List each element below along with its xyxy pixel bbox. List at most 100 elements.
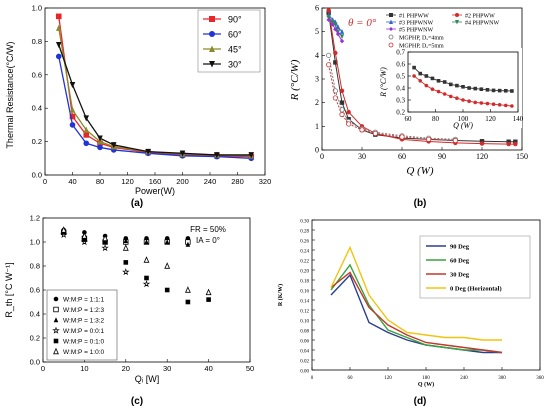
y-tick-label: 0.14 — [300, 300, 309, 305]
y-tick-label: 0.2 — [396, 109, 405, 117]
data-point — [143, 256, 150, 263]
data-point — [479, 139, 485, 144]
legend-label: MGPHP, Dₐ=5mm — [399, 44, 444, 50]
data-point — [206, 297, 211, 302]
x-tick-label: 300 — [498, 376, 506, 381]
legend-marker — [209, 45, 215, 52]
legend-label: 30° — [228, 60, 242, 70]
data-point — [142, 280, 151, 288]
legend-box — [46, 289, 118, 361]
y-tick-label: 0.5 — [396, 73, 405, 81]
x-tick-label: 0 — [43, 177, 47, 186]
data-point — [248, 152, 255, 159]
series-2 — [330, 271, 503, 354]
legend-marker — [209, 16, 215, 22]
x-axis-label: Q (W) — [418, 381, 434, 388]
x-tick-label: 120 — [476, 152, 488, 161]
data-point — [335, 31, 341, 37]
series-line — [330, 273, 502, 354]
data-point — [185, 241, 191, 247]
data-point — [455, 96, 459, 100]
data-point — [69, 122, 76, 128]
legend-label: W:M:P = 0:0:1 — [63, 328, 105, 335]
legend-label: 60° — [228, 30, 242, 40]
legend-label: 0 Deg (Horizontal) — [450, 286, 502, 293]
x-tick-label: 120 — [384, 376, 392, 381]
data-point — [144, 275, 149, 281]
data-point — [506, 139, 511, 144]
inset-y-label: R (°C/W) — [379, 67, 388, 98]
data-point — [339, 34, 345, 40]
data-point — [372, 130, 378, 137]
x-tick-label: 160 — [149, 177, 162, 186]
data-point — [430, 76, 435, 81]
data-point — [412, 74, 416, 78]
y-tick-label: 0.8 — [30, 262, 40, 271]
data-point — [436, 79, 441, 83]
legend-label: #4 PHPWNW — [465, 21, 500, 27]
panel-label: (a) — [131, 198, 143, 209]
x-tick-label: 360 — [536, 376, 544, 381]
data-point — [473, 100, 478, 105]
y-tick-label: 1.2 — [30, 214, 40, 223]
legend-marker — [388, 34, 394, 40]
data-point — [69, 106, 76, 113]
data-point — [497, 103, 502, 107]
y-tick-label: 0.24 — [300, 250, 309, 255]
data-point — [123, 238, 129, 244]
legend-marker — [53, 338, 59, 344]
y-tick-label: 0.16 — [300, 290, 309, 295]
legend-marker — [53, 306, 59, 313]
y-tick-label: 0.22 — [300, 260, 309, 265]
series-1 — [330, 263, 503, 354]
x-tick-label: 0 — [311, 376, 314, 381]
y-tick-label: 0.10 — [300, 320, 309, 325]
x-tick-label: 30 — [163, 364, 171, 373]
legend-label: W:M:P = 0:1:0 — [63, 339, 105, 346]
y-tick-label: 0.08 — [300, 330, 309, 335]
data-point — [503, 88, 508, 93]
data-point — [332, 88, 338, 94]
data-point — [179, 150, 186, 157]
data-point — [55, 41, 62, 49]
x-tick-label: 240 — [204, 177, 217, 186]
x-axis-label: Q (W) — [406, 165, 434, 177]
x-tick-label: 120 — [485, 115, 496, 123]
y-tick-label: 0.04 — [300, 350, 309, 355]
y-tick-label: 0 — [315, 146, 319, 155]
legend: W:M:P = 1:1:1 W:M:P = 1:2:3 W:M:P = 1:3:2 W… — [46, 289, 118, 361]
x-tick-label: 240 — [460, 376, 468, 381]
data-point — [418, 71, 423, 76]
legend-label: 30 Deg — [450, 272, 470, 279]
y-tick-label: 0.0 — [32, 171, 42, 180]
legend: 90° 60° 45° 30° — [197, 9, 261, 73]
legend-label: #5 PHPWNW — [399, 28, 434, 34]
data-point — [346, 121, 352, 127]
theta-annotation: θ = 0° — [348, 17, 377, 29]
x-tick-label: 0 — [41, 364, 45, 373]
series-line — [330, 263, 503, 354]
x-tick-label: 100 — [458, 115, 469, 123]
legend-marker — [53, 347, 59, 355]
data-point — [326, 52, 332, 58]
x-tick-label: 10 — [80, 364, 88, 373]
data-point — [55, 24, 62, 31]
y-tick-label: 0.8 — [32, 37, 42, 46]
y-tick-label: 5 — [315, 27, 319, 36]
data-point — [497, 88, 502, 93]
data-point — [333, 27, 338, 32]
y-tick-label: 0.7 — [396, 49, 405, 57]
y-tick-label: 2 — [315, 98, 319, 107]
y-tick-label: 1.0 — [32, 4, 42, 13]
x-tick-label: 280 — [231, 177, 244, 186]
data-point — [359, 127, 365, 133]
data-point — [339, 28, 345, 34]
legend-marker — [209, 31, 215, 37]
y-tick-label: 0.4 — [30, 310, 40, 319]
data-point — [122, 268, 130, 276]
data-point — [452, 137, 458, 144]
data-point — [418, 79, 423, 83]
x-tick-label: 80 — [96, 177, 104, 186]
data-point — [461, 98, 465, 102]
inset-bg — [380, 48, 522, 128]
